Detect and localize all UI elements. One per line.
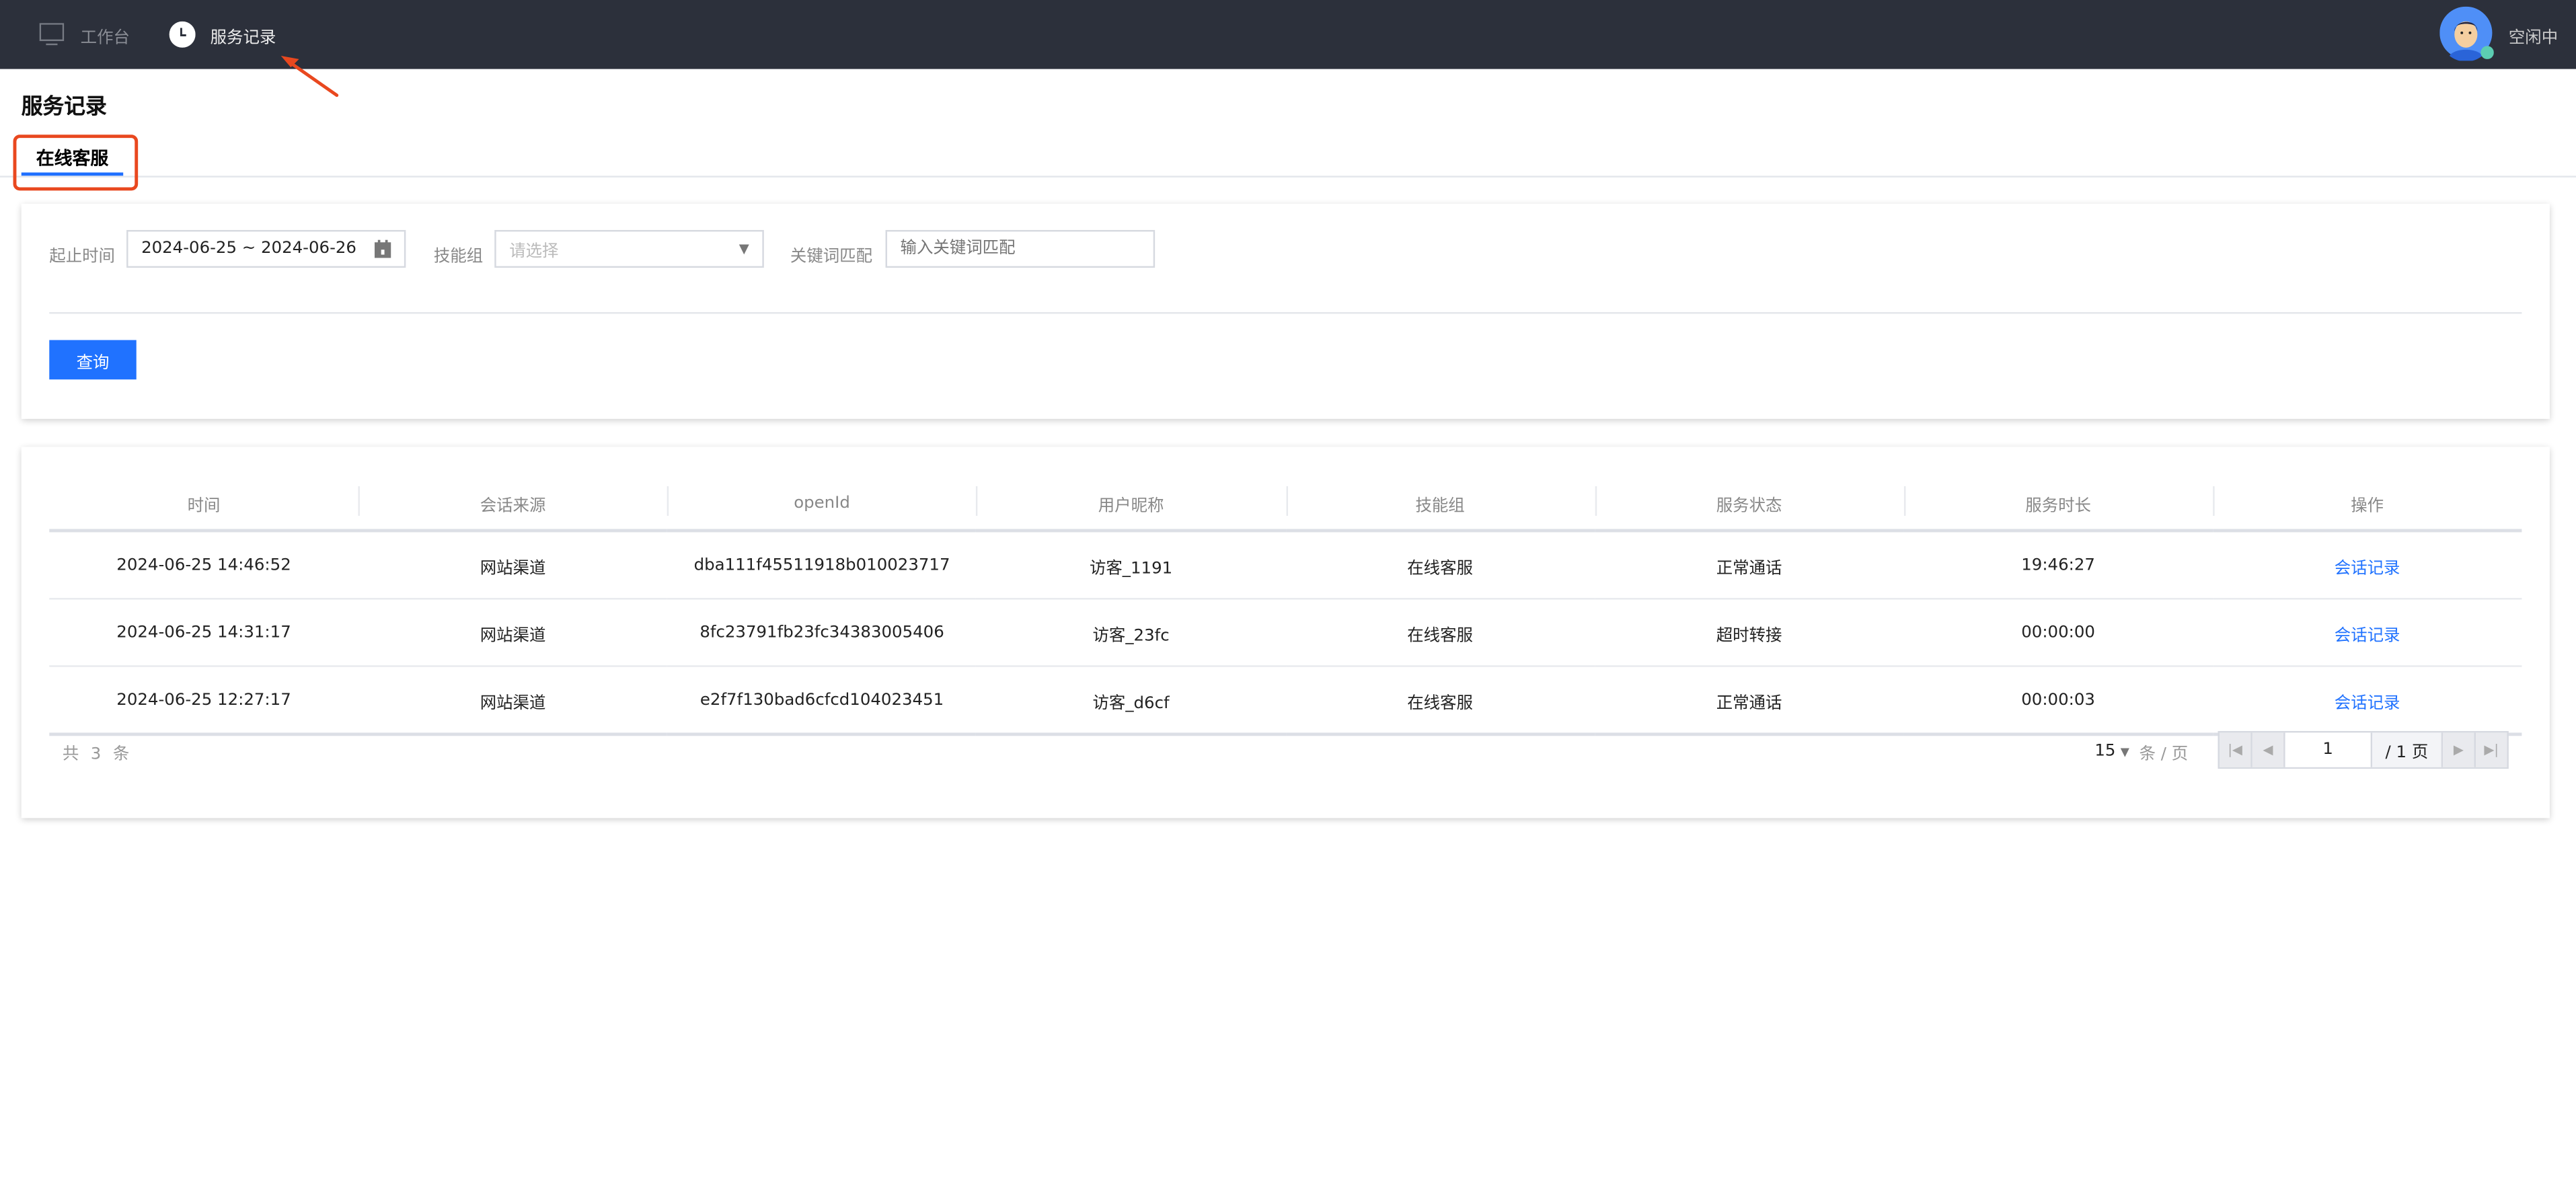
column-header: 技能组 — [1285, 476, 1595, 533]
online-status-dot — [2480, 46, 2494, 59]
table-header-row: 时间 会话来源 openId 用户昵称 技能组 服务状态 服务时长 操作 — [49, 476, 2522, 533]
tab-active-indicator — [21, 172, 124, 176]
calendar-icon — [374, 239, 391, 258]
page-size-value: 15 — [2094, 742, 2116, 761]
filter-panel: 起止时间 2024-06-25 ~ 2024-06-26 技能组 请选择 ▼ 关… — [21, 203, 2550, 419]
table-cell: 在线客服 — [1285, 666, 1595, 736]
table-cell: 访客_1191 — [976, 530, 1286, 600]
total-pages: / 1 页 — [2372, 732, 2444, 767]
table-row: 2024-06-25 14:31:17 网站渠道 8fc23791fb23fc343… — [49, 599, 2522, 667]
page-size-unit: 条 / 页 — [2139, 745, 2189, 764]
tab-online-service[interactable]: 在线客服 — [36, 147, 109, 169]
skill-group-select[interactable]: 请选择 ▼ — [494, 229, 764, 268]
dropdown-arrow-icon: ▼ — [2120, 744, 2129, 759]
session-record-link[interactable]: 会话记录 — [2212, 599, 2522, 667]
skill-group-placeholder: 请选择 — [509, 243, 559, 262]
column-header: 会话来源 — [358, 476, 668, 533]
table-cell: 网站渠道 — [358, 599, 668, 667]
table-cell: 00:00:03 — [1903, 666, 2213, 736]
agent-status[interactable]: 空闲中 — [2508, 29, 2559, 48]
nav-workbench-label: 工作台 — [80, 28, 130, 47]
clock-icon — [169, 21, 196, 48]
page-size-select[interactable]: 15 ▼ — [2094, 742, 2129, 761]
first-page-icon[interactable]: |◀ — [2219, 732, 2252, 767]
annotation-highlight-box — [13, 135, 139, 191]
table-cell: 在线客服 — [1285, 599, 1595, 667]
date-range-value: 2024-06-25 ~ 2024-06-26 — [141, 239, 356, 258]
table-cell: 在线客服 — [1285, 530, 1595, 600]
page-number-input[interactable]: 1 — [2285, 732, 2373, 767]
last-page-icon[interactable]: ▶| — [2475, 732, 2507, 767]
session-record-link[interactable]: 会话记录 — [2212, 666, 2522, 736]
table-cell: 正常通话 — [1594, 666, 1904, 736]
column-header: openId — [667, 476, 977, 533]
monitor-icon — [39, 23, 65, 46]
nav-workbench[interactable]: 工作台 — [39, 18, 130, 51]
keyword-label: 关键词匹配 — [790, 247, 873, 266]
tab-divider — [0, 176, 2576, 178]
table-cell: 访客_23fc — [976, 599, 1286, 667]
skill-group-label: 技能组 — [433, 247, 484, 266]
table-cell: 8fc23791fb23fc34383005406 — [667, 599, 977, 667]
table-cell: 超时转接 — [1594, 599, 1904, 667]
table-row: 2024-06-25 12:27:17 网站渠道 e2f7f130bad6cfcd1… — [49, 666, 2522, 736]
table-cell: 访客_d6cf — [976, 666, 1286, 736]
total-count: 共 3 条 — [62, 745, 133, 764]
records-table: 时间 会话来源 openId 用户昵称 技能组 服务状态 服务时长 操作 2024-06-25… — [49, 476, 2522, 736]
keyword-input[interactable] — [885, 229, 1156, 268]
nav-service-records[interactable]: 服务记录 — [169, 18, 276, 51]
page-title: 服务记录 — [21, 95, 107, 120]
nav-service-records-label: 服务记录 — [210, 28, 276, 47]
column-header: 操作 — [2212, 476, 2522, 533]
search-button[interactable]: 查询 — [49, 340, 137, 380]
column-header: 时间 — [49, 476, 358, 533]
table-cell: 2024-06-25 12:27:17 — [49, 666, 358, 736]
table-cell: 19:46:27 — [1903, 530, 2213, 600]
table-cell: 2024-06-25 14:31:17 — [49, 599, 358, 667]
table-row: 2024-06-25 14:46:52 网站渠道 dba111f45511918b0… — [49, 530, 2522, 600]
column-header: 用户昵称 — [976, 476, 1286, 533]
table-cell: dba111f45511918b010023717 — [667, 530, 977, 600]
pagination: |◀ ◀ 1 / 1 页 ▶ ▶| — [2218, 730, 2509, 769]
table-cell: 00:00:00 — [1903, 599, 2213, 667]
annotation-arrow — [280, 56, 339, 98]
prev-page-icon[interactable]: ◀ — [2252, 732, 2285, 767]
table-cell: 2024-06-25 14:46:52 — [49, 530, 358, 600]
avatar[interactable] — [2439, 6, 2494, 62]
records-panel: 时间 会话来源 openId 用户昵称 技能组 服务状态 服务时长 操作 2024-06-25… — [21, 447, 2550, 818]
column-header: 服务状态 — [1594, 476, 1904, 533]
date-range-picker[interactable]: 2024-06-25 ~ 2024-06-26 — [126, 229, 406, 268]
dropdown-arrow-icon: ▼ — [738, 241, 749, 257]
session-record-link[interactable]: 会话记录 — [2212, 530, 2522, 600]
table-cell: 网站渠道 — [358, 666, 668, 736]
top-bar: 工作台 服务记录 空闲中 — [0, 0, 2576, 69]
table-cell: 正常通话 — [1594, 530, 1904, 600]
filter-divider — [49, 312, 2522, 314]
page-size-control: 15 ▼ 条 / 页 — [2094, 739, 2188, 764]
table-cell: e2f7f130bad6cfcd104023451 — [667, 666, 977, 736]
date-range-label: 起止时间 — [49, 247, 115, 266]
table-cell: 网站渠道 — [358, 530, 668, 600]
column-header: 服务时长 — [1903, 476, 2213, 533]
next-page-icon[interactable]: ▶ — [2443, 732, 2476, 767]
